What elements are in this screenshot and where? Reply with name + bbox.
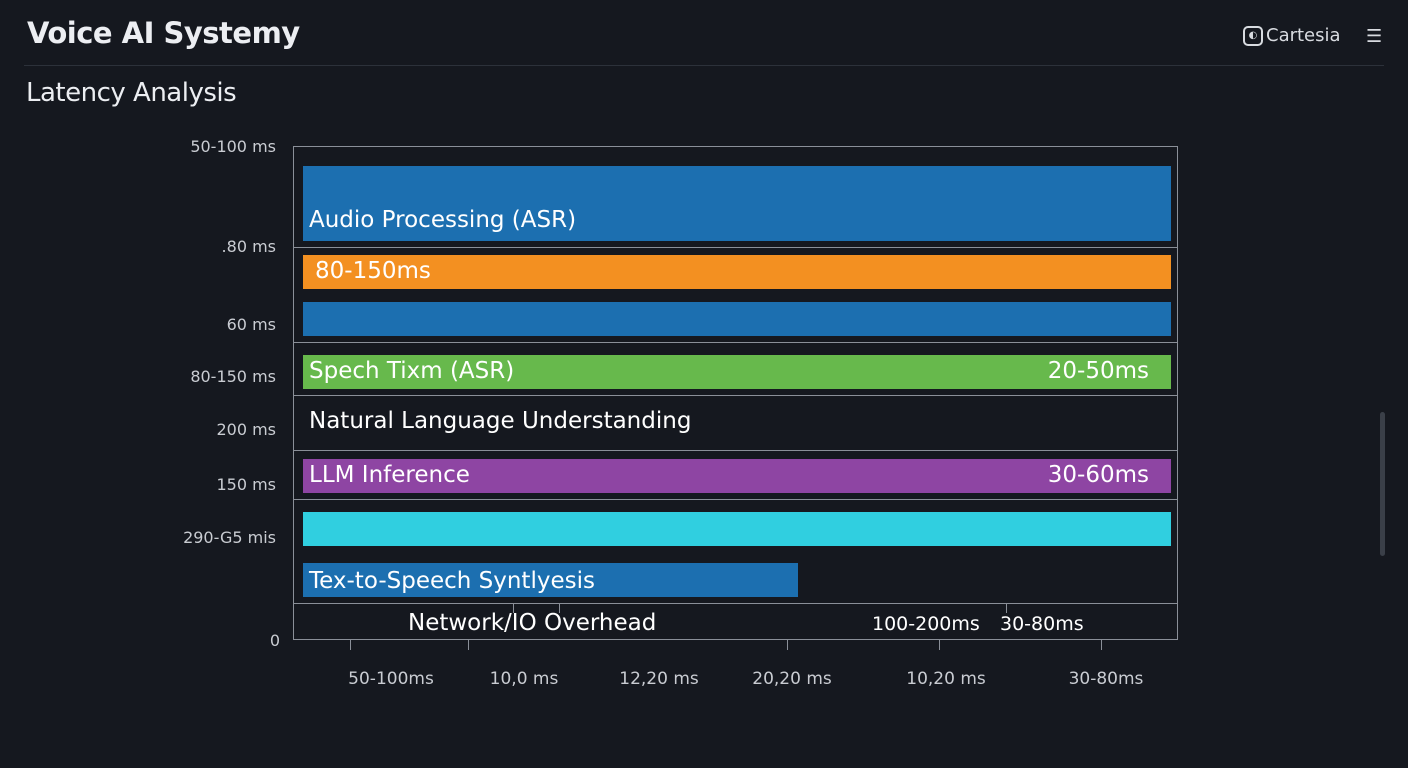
x-axis-tick (350, 640, 351, 650)
inner-tick (513, 603, 514, 613)
x-tick-label: 10,20 ms (906, 669, 986, 689)
app-title: Voice AI Systemy (27, 16, 300, 50)
x-tick-label: 12,20 ms (619, 669, 699, 689)
x-axis-tick (787, 640, 788, 650)
row-gridline (294, 499, 1177, 500)
section-title: Latency Analysis (26, 78, 237, 108)
x-tick-label: 10,0 ms (489, 669, 559, 689)
x-axis-tick (939, 640, 940, 650)
bar-label: Tex-to-Speech Syntlyesis (309, 568, 595, 594)
x-tick-label: 30-80ms (1068, 669, 1144, 689)
bottom-row-value: 100-200ms (872, 613, 980, 635)
bar-value-label: 30-60ms (1047, 462, 1149, 488)
bar-value-label: 80-150ms (315, 258, 431, 284)
hamburger-menu-icon[interactable]: ☰ (1366, 26, 1383, 47)
row-gridline (294, 342, 1177, 343)
inner-tick (1006, 603, 1007, 613)
bar-label: LLM Inference (309, 462, 470, 488)
x-axis-tick (468, 640, 469, 650)
y-tick-label: .80 ms (221, 237, 276, 256)
bar-0[interactable] (303, 166, 1171, 241)
row-gridline (294, 395, 1177, 396)
y-tick-label: 290-G5 mis (183, 528, 276, 547)
brand-logo[interactable]: ◐ Cartesia (1243, 25, 1341, 46)
inner-tick (559, 603, 560, 613)
bar-6[interactable] (303, 512, 1171, 546)
header-divider (24, 65, 1384, 66)
row-gridline (294, 450, 1177, 451)
y-tick-label: 60 ms (226, 315, 276, 334)
latency-chart-plot: Audio Processing (ASR) 80-150ms Spech Tixm… (293, 146, 1178, 640)
bar-3[interactable] (303, 355, 1171, 389)
bar-value-label: 20-50ms (1047, 358, 1149, 384)
bottom-row-label: Network/IO Overhead (408, 610, 657, 636)
bar-1[interactable] (303, 255, 1171, 289)
bar-2[interactable] (303, 302, 1171, 336)
x-tick-label: 20,20 ms (752, 669, 832, 689)
bar-5[interactable] (303, 459, 1171, 493)
bar-label: Audio Processing (ASR) (309, 207, 577, 233)
y-tick-label: 0 (269, 631, 280, 650)
y-tick-label: 150 ms (216, 475, 276, 494)
y-tick-label: 80-150 ms (190, 367, 276, 386)
x-tick-label: 50-100ms (348, 669, 434, 689)
bar-7[interactable] (303, 563, 798, 597)
brand-name: Cartesia (1266, 25, 1341, 46)
bar-label: Natural Language Understanding (309, 408, 692, 434)
cartesia-logo-icon: ◐ (1243, 25, 1263, 46)
y-tick-label: 50-100 ms (190, 137, 276, 156)
bar-label: Spech Tixm (ASR) (309, 358, 515, 384)
vertical-scrollbar[interactable] (1380, 412, 1385, 556)
row-gridline (294, 603, 1177, 604)
bottom-row-value: 30-80ms (1000, 613, 1084, 635)
row-gridline (294, 247, 1177, 248)
x-axis-tick (1101, 640, 1102, 650)
y-tick-label: 200 ms (216, 420, 276, 439)
